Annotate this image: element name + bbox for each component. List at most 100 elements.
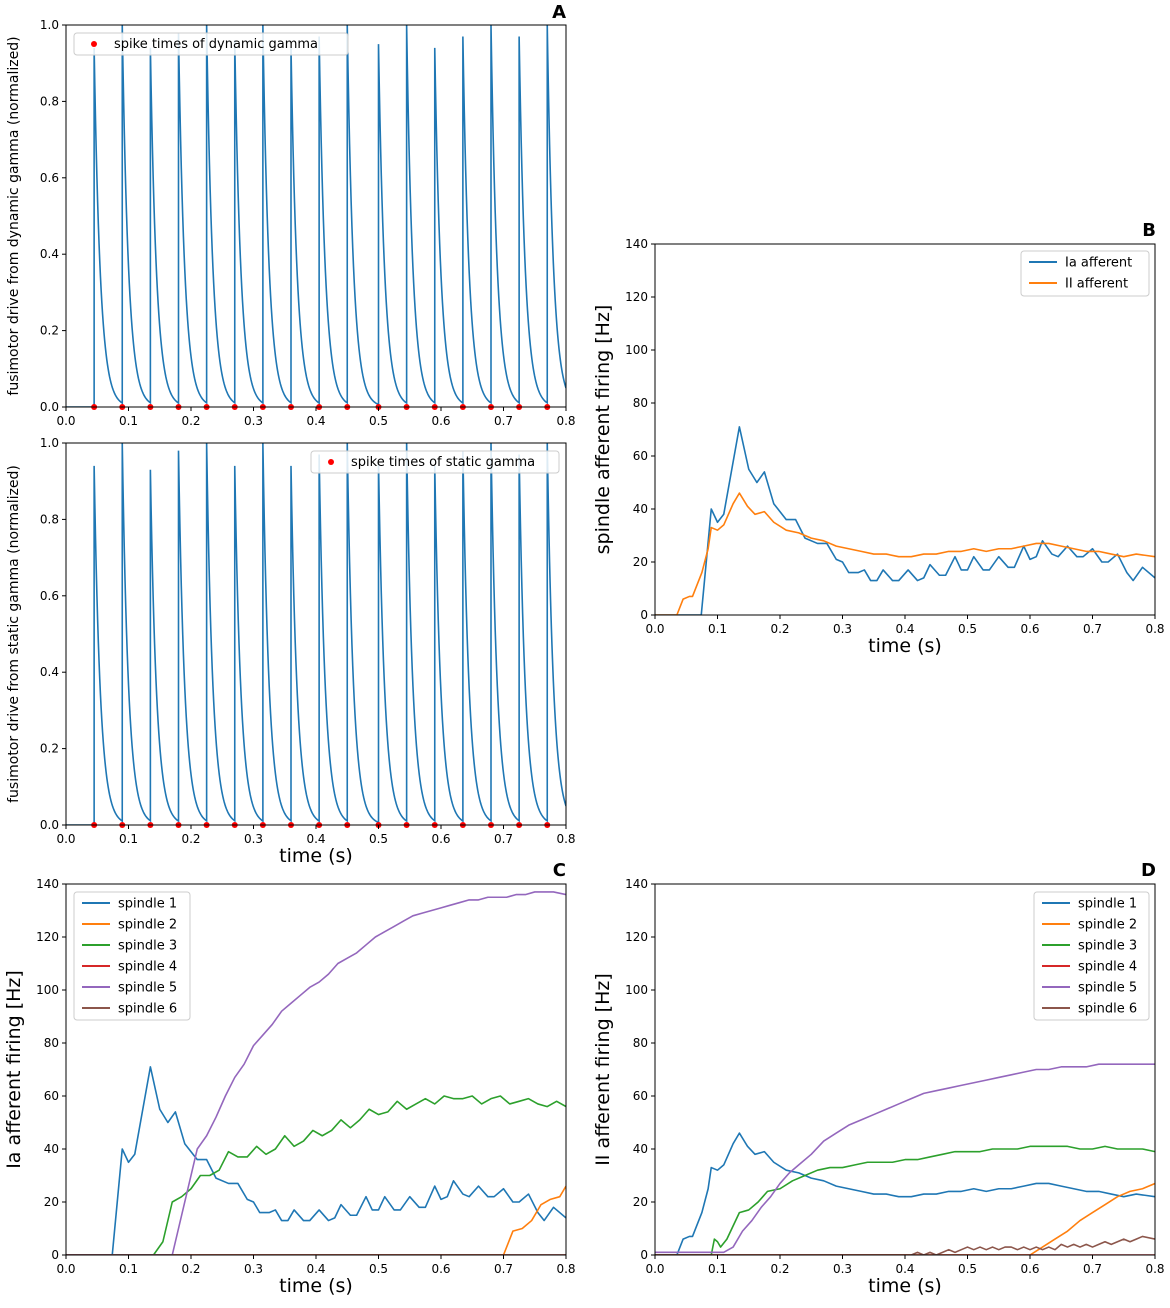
y-tick-label: 0.4 xyxy=(40,247,59,261)
x-tick-label: 0.8 xyxy=(1145,622,1164,636)
legend-box xyxy=(310,450,560,474)
y-tick-label: 60 xyxy=(633,1089,648,1103)
x-tick-label: 0.6 xyxy=(431,1262,450,1276)
x-tick-label: 0.3 xyxy=(833,622,852,636)
legend: spindle 1 spindle 2 spindle 3 spindle 4 spin… xyxy=(1033,891,1150,1021)
y-tick-label: 120 xyxy=(36,930,59,944)
x-tick-label: 0.0 xyxy=(645,1262,664,1276)
x-tick-label: 0.5 xyxy=(369,832,388,846)
y-tick-label: 0.8 xyxy=(40,94,59,108)
x-tick-label: 0.5 xyxy=(369,1262,388,1276)
x-tick-label: 0.3 xyxy=(244,1262,263,1276)
panel-a: 0.0 0.1 0.2 0.3 0.4 0.5 0.6 0.7 0.8 0.0 0.2 0.4 0.6 0… xyxy=(6,2,576,428)
x-tick-label: 0.5 xyxy=(369,414,388,428)
x-tick-label: 0.7 xyxy=(494,832,513,846)
plot-area xyxy=(655,426,1155,615)
series-line-spindle-5 xyxy=(66,891,566,1255)
legend: spike times of static gamma xyxy=(310,450,560,474)
y-tick-label: 20 xyxy=(44,1195,59,1209)
x-axis-label: time (s) xyxy=(279,1275,353,1297)
series-line-spindle-6 xyxy=(655,1235,1155,1255)
y-tick-label: 100 xyxy=(36,983,59,997)
y-tick-label: 0.6 xyxy=(40,171,59,185)
y-tick-label: 80 xyxy=(633,1036,648,1050)
x-tick-label: 0.7 xyxy=(1083,622,1102,636)
x-tick-label: 0.8 xyxy=(556,414,575,428)
y-tick-label: 0.2 xyxy=(40,742,59,756)
y-tick-label: 120 xyxy=(625,930,648,944)
y-tick-label: 0.0 xyxy=(40,400,59,414)
x-tick-label: 0.0 xyxy=(56,832,75,846)
x-tick-label: 0.5 xyxy=(958,1262,977,1276)
y-axis-label: spindle afferent firing [Hz] xyxy=(592,305,614,555)
panel-letter: D xyxy=(1141,860,1156,881)
legend-label: spindle 1 xyxy=(1078,897,1137,912)
series-line-spindle-5 xyxy=(655,1063,1155,1254)
x-tick-label: 0.6 xyxy=(431,414,450,428)
x-tick-label: 0.8 xyxy=(1145,1262,1164,1276)
legend-label: spindle 4 xyxy=(1078,960,1137,975)
x-axis-label: time (s) xyxy=(868,635,942,657)
legend: spindle 1 spindle 2 spindle 3 spindle 4 spin… xyxy=(73,891,191,1021)
legend-label: spindle 3 xyxy=(118,939,177,954)
x-tick-label: 0.1 xyxy=(119,1262,138,1276)
series-line-spindle-1 xyxy=(655,1132,1155,1255)
panel-c: 0.0 0.1 0.2 0.3 0.4 0.5 0.6 0.7 0.8 0 20 40 60 80 100 1… xyxy=(3,860,576,1297)
plot-area xyxy=(66,891,566,1255)
y-tick-label: 0.4 xyxy=(40,665,59,679)
y-tick-label: 40 xyxy=(633,1142,648,1156)
legend-label: spindle 5 xyxy=(1078,981,1137,996)
y-tick-label: 0.8 xyxy=(40,512,59,526)
y-tick-label: 0 xyxy=(640,1248,648,1262)
x-tick-label: 0.5 xyxy=(958,622,977,636)
x-tick-label: 0.6 xyxy=(1020,1262,1039,1276)
y-axis-label: fusimotor drive from static gamma (norma… xyxy=(6,465,22,803)
y-tick-label: 120 xyxy=(625,290,648,304)
series-line-ia-afferent xyxy=(655,426,1155,615)
y-axis-label: II afferent firing [Hz] xyxy=(592,973,614,1166)
y-tick-label: 100 xyxy=(625,343,648,357)
panel-letter: C xyxy=(553,860,566,881)
legend-label: spindle 2 xyxy=(118,918,177,933)
y-axis-label: fusimotor drive from dynamic gamma (norm… xyxy=(6,36,22,395)
plot-area xyxy=(66,25,566,407)
axes-frame xyxy=(654,243,1156,616)
x-tick-label: 0.3 xyxy=(244,414,263,428)
x-tick-label: 0.7 xyxy=(494,1262,513,1276)
legend-label: spindle 4 xyxy=(118,960,177,975)
x-axis-label: time (s) xyxy=(868,1275,942,1297)
y-tick-label: 20 xyxy=(633,555,648,569)
x-tick-label: 0.1 xyxy=(708,622,727,636)
legend-marker xyxy=(328,459,334,465)
x-tick-label: 0.1 xyxy=(708,1262,727,1276)
x-tick-label: 0.8 xyxy=(556,1262,575,1276)
legend-label: II afferent xyxy=(1065,277,1128,292)
legend-label: Ia afferent xyxy=(1065,256,1132,271)
legend-box xyxy=(73,32,349,56)
series-line-ii-afferent xyxy=(655,492,1155,615)
series-line-spindle-3 xyxy=(655,1145,1155,1255)
y-tick-label: 140 xyxy=(36,877,59,891)
series-line-spindle-2 xyxy=(66,1185,566,1255)
gamma-drive-line xyxy=(66,443,566,825)
panel-letter: B xyxy=(1142,220,1156,241)
y-tick-label: 1.0 xyxy=(40,436,59,450)
x-tick-label: 0.7 xyxy=(494,414,513,428)
y-tick-label: 80 xyxy=(633,396,648,410)
y-tick-label: 0.0 xyxy=(40,818,59,832)
x-axis-label: time (s) xyxy=(279,845,353,867)
y-tick-label: 140 xyxy=(625,877,648,891)
y-tick-label: 0.6 xyxy=(40,589,59,603)
legend-label: spike times of static gamma xyxy=(351,455,535,470)
x-tick-label: 0.2 xyxy=(770,622,789,636)
panel-b: 0.0 0.1 0.2 0.3 0.4 0.5 0.6 0.7 0.8 0 20 40 60 80 100 1… xyxy=(592,220,1165,657)
series-line-spindle-1 xyxy=(66,1066,566,1255)
x-tick-label: 0.2 xyxy=(181,414,200,428)
y-tick-label: 0.2 xyxy=(40,324,59,338)
x-tick-label: 0.0 xyxy=(56,1262,75,1276)
series-line-spindle-3 xyxy=(66,1095,566,1255)
legend-label: spindle 2 xyxy=(1078,918,1137,933)
legend-label: spindle 3 xyxy=(1078,939,1137,954)
legend: Ia afferent II afferent xyxy=(1020,250,1150,297)
x-tick-label: 0.1 xyxy=(119,414,138,428)
